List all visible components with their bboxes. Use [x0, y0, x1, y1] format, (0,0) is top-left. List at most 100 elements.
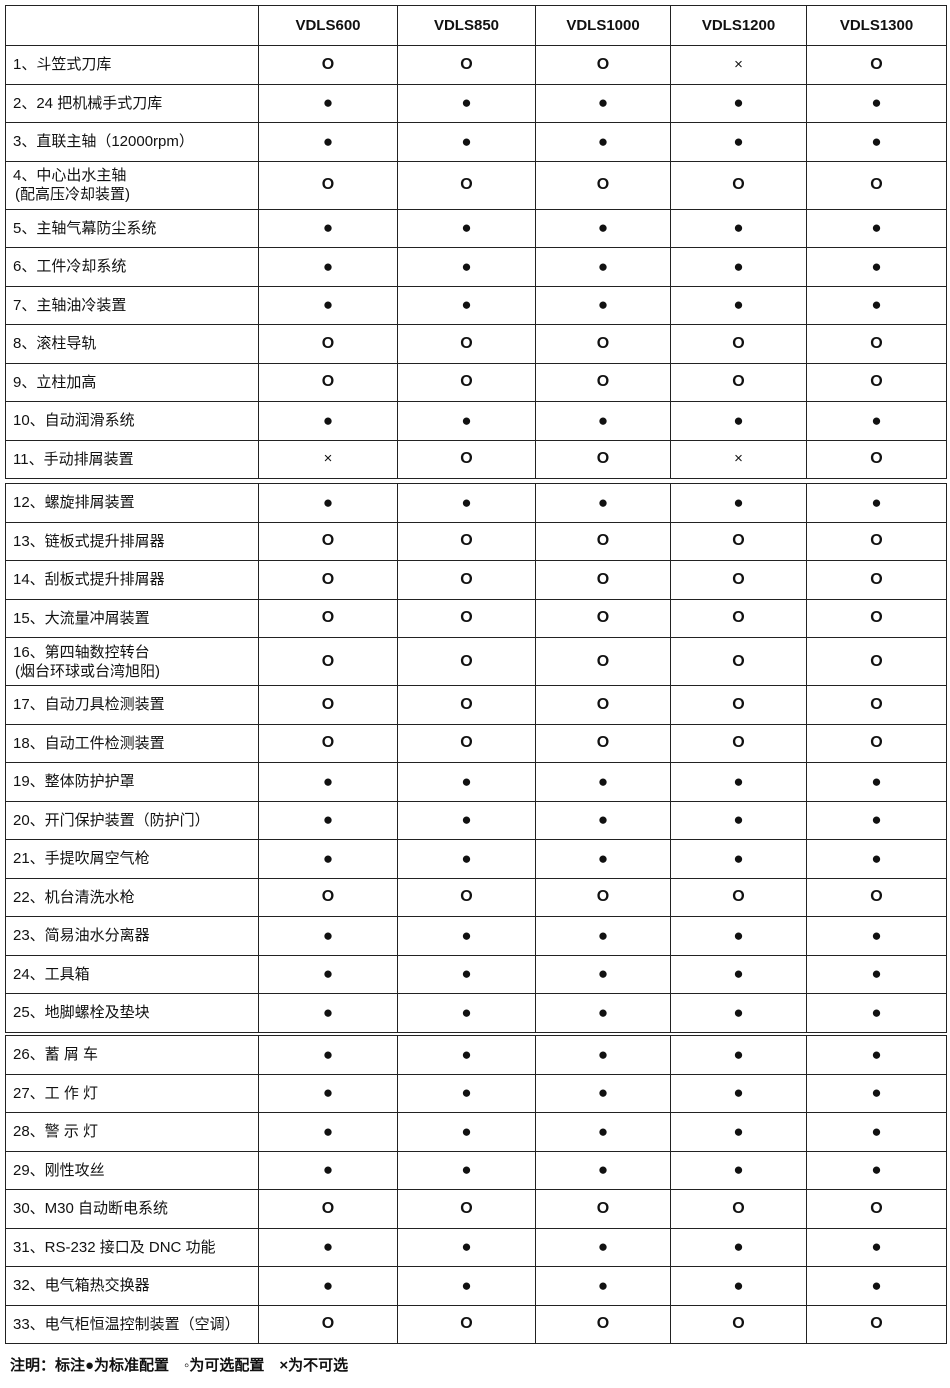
- availability-cell-vdls1200: O: [670, 560, 807, 600]
- standard-dot-icon: ●: [871, 1275, 882, 1295]
- availability-cell-vdls850: ●: [397, 401, 536, 441]
- feature-label-line: 17、自动刀具检测装置: [13, 696, 165, 714]
- availability-cell-vdls1000: O: [535, 45, 671, 85]
- availability-cell-vdls1300: O: [806, 685, 947, 725]
- availability-cell-vdls1000: ●: [535, 916, 671, 956]
- optional-circle-icon: O: [321, 734, 335, 752]
- availability-cell-vdls1000: ●: [535, 1112, 671, 1152]
- feature-label: 22、机台清洗水枪: [5, 877, 259, 917]
- availability-cell-vdls1000: ●: [535, 483, 671, 523]
- availability-cell-vdls1200: O: [670, 637, 807, 686]
- standard-dot-icon: ●: [733, 1002, 744, 1022]
- table-row: 30、M30 自动断电系统 O O O O O: [5, 1189, 947, 1229]
- standard-dot-icon: ●: [733, 1275, 744, 1295]
- availability-cell-vdls1000: O: [535, 1189, 671, 1229]
- availability-cell-vdls600: ●: [258, 1266, 398, 1306]
- feature-label: 27、工 作 灯: [5, 1073, 259, 1113]
- availability-cell-vdls600: O: [258, 598, 398, 638]
- availability-cell-vdls1200: ×: [670, 439, 807, 479]
- availability-cell-vdls1200: ×: [670, 45, 807, 85]
- optional-circle-icon: O: [870, 373, 883, 391]
- availability-cell-vdls600: ●: [258, 401, 398, 441]
- availability-cell-vdls600: O: [258, 521, 398, 561]
- availability-cell-vdls1200: ●: [670, 1150, 807, 1190]
- standard-dot-icon: ●: [597, 1275, 609, 1295]
- standard-dot-icon: ●: [461, 1237, 472, 1257]
- table-row: 31、RS-232 接口及 DNC 功能 ● ● ● ● ●: [5, 1227, 947, 1267]
- availability-cell-vdls1000: O: [535, 637, 671, 686]
- optional-circle-icon: O: [596, 1315, 610, 1333]
- standard-dot-icon: ●: [461, 410, 472, 430]
- availability-cell-vdls600: ●: [258, 83, 398, 123]
- optional-circle-icon: O: [460, 373, 473, 391]
- availability-cell-vdls1000: ●: [535, 1150, 671, 1190]
- feature-label: 10、自动润滑系统: [5, 401, 259, 441]
- optional-circle-icon: O: [870, 334, 883, 352]
- optional-circle-icon: O: [460, 609, 473, 627]
- availability-cell-vdls1000: ●: [535, 1227, 671, 1267]
- optional-circle-icon: O: [732, 609, 745, 627]
- table-row: 29、刚性攻丝 ● ● ● ● ●: [5, 1150, 947, 1190]
- feature-label-line: (配高压冷却装置): [15, 186, 130, 203]
- availability-cell-vdls850: ●: [397, 1150, 536, 1190]
- optional-circle-icon: O: [321, 334, 335, 352]
- availability-cell-vdls1000: O: [535, 521, 671, 561]
- standard-dot-icon: ●: [733, 1237, 744, 1257]
- availability-cell-vdls600: O: [258, 560, 398, 600]
- availability-cell-vdls1000: O: [535, 1304, 671, 1344]
- optional-circle-icon: O: [596, 1199, 610, 1217]
- feature-label: 15、大流量冲屑装置: [5, 598, 259, 638]
- feature-label: 19、整体防护护罩: [5, 762, 259, 802]
- standard-dot-icon: ●: [871, 295, 882, 315]
- optional-circle-icon: O: [870, 734, 883, 752]
- feature-label-line: 26、蓄 屑 车: [13, 1046, 99, 1064]
- availability-cell-vdls1000: ●: [535, 800, 671, 840]
- availability-cell-vdls1000: O: [535, 324, 671, 364]
- availability-cell-vdls1300: ●: [806, 1150, 947, 1190]
- feature-label-line: 10、自动润滑系统: [13, 412, 135, 430]
- optional-circle-icon: O: [870, 609, 883, 627]
- availability-cell-vdls1300: ●: [806, 401, 947, 441]
- optional-circle-icon: O: [460, 334, 473, 352]
- availability-cell-vdls1300: ●: [806, 122, 947, 162]
- standard-dot-icon: ●: [597, 93, 609, 113]
- table-row: 28、警 示 灯 ● ● ● ● ●: [5, 1112, 947, 1152]
- standard-dot-icon: ●: [597, 1237, 609, 1257]
- availability-cell-vdls600: ●: [258, 1150, 398, 1190]
- standard-dot-icon: ●: [733, 1121, 744, 1141]
- availability-cell-vdls1300: ●: [806, 1266, 947, 1306]
- feature-label: 32、电气箱热交换器: [5, 1266, 259, 1306]
- optional-circle-icon: O: [596, 334, 610, 352]
- availability-cell-vdls1300: ●: [806, 483, 947, 523]
- feature-label: 30、M30 自动断电系统: [5, 1189, 259, 1229]
- optional-circle-icon: O: [870, 888, 883, 906]
- standard-dot-icon: ●: [322, 218, 334, 238]
- availability-cell-vdls1200: ●: [670, 993, 807, 1033]
- availability-cell-vdls1200: ●: [670, 954, 807, 994]
- feature-label: 11、手动排屑装置: [5, 439, 259, 479]
- feature-label-line: 11、手动排屑装置: [13, 450, 134, 468]
- availability-cell-vdls600: O: [258, 1189, 398, 1229]
- availability-cell-vdls600: O: [258, 877, 398, 917]
- header-model-vdls1000: VDLS1000: [535, 5, 671, 46]
- standard-dot-icon: ●: [871, 848, 882, 868]
- availability-cell-vdls1300: ●: [806, 800, 947, 840]
- table-row: 5、主轴气幕防尘系统 ● ● ● ● ●: [5, 208, 947, 248]
- standard-dot-icon: ●: [461, 256, 472, 276]
- standard-dot-icon: ●: [322, 131, 334, 151]
- optional-circle-icon: O: [460, 570, 473, 588]
- optional-circle-icon: O: [732, 334, 745, 352]
- availability-cell-vdls850: O: [397, 439, 536, 479]
- standard-dot-icon: ●: [733, 1160, 744, 1180]
- availability-cell-vdls1000: ●: [535, 285, 671, 325]
- availability-cell-vdls850: O: [397, 560, 536, 600]
- availability-cell-vdls850: ●: [397, 800, 536, 840]
- standard-dot-icon: ●: [322, 925, 334, 945]
- availability-cell-vdls1000: O: [535, 723, 671, 763]
- feature-label-line: 33、电气柜恒温控制装置（空调）: [13, 1315, 240, 1333]
- standard-dot-icon: ●: [871, 925, 882, 945]
- standard-dot-icon: ●: [322, 810, 334, 830]
- availability-cell-vdls850: O: [397, 1304, 536, 1344]
- feature-label: 20、开门保护装置（防护门）: [5, 800, 259, 840]
- feature-label: 2、24 把机械手式刀库: [5, 83, 259, 123]
